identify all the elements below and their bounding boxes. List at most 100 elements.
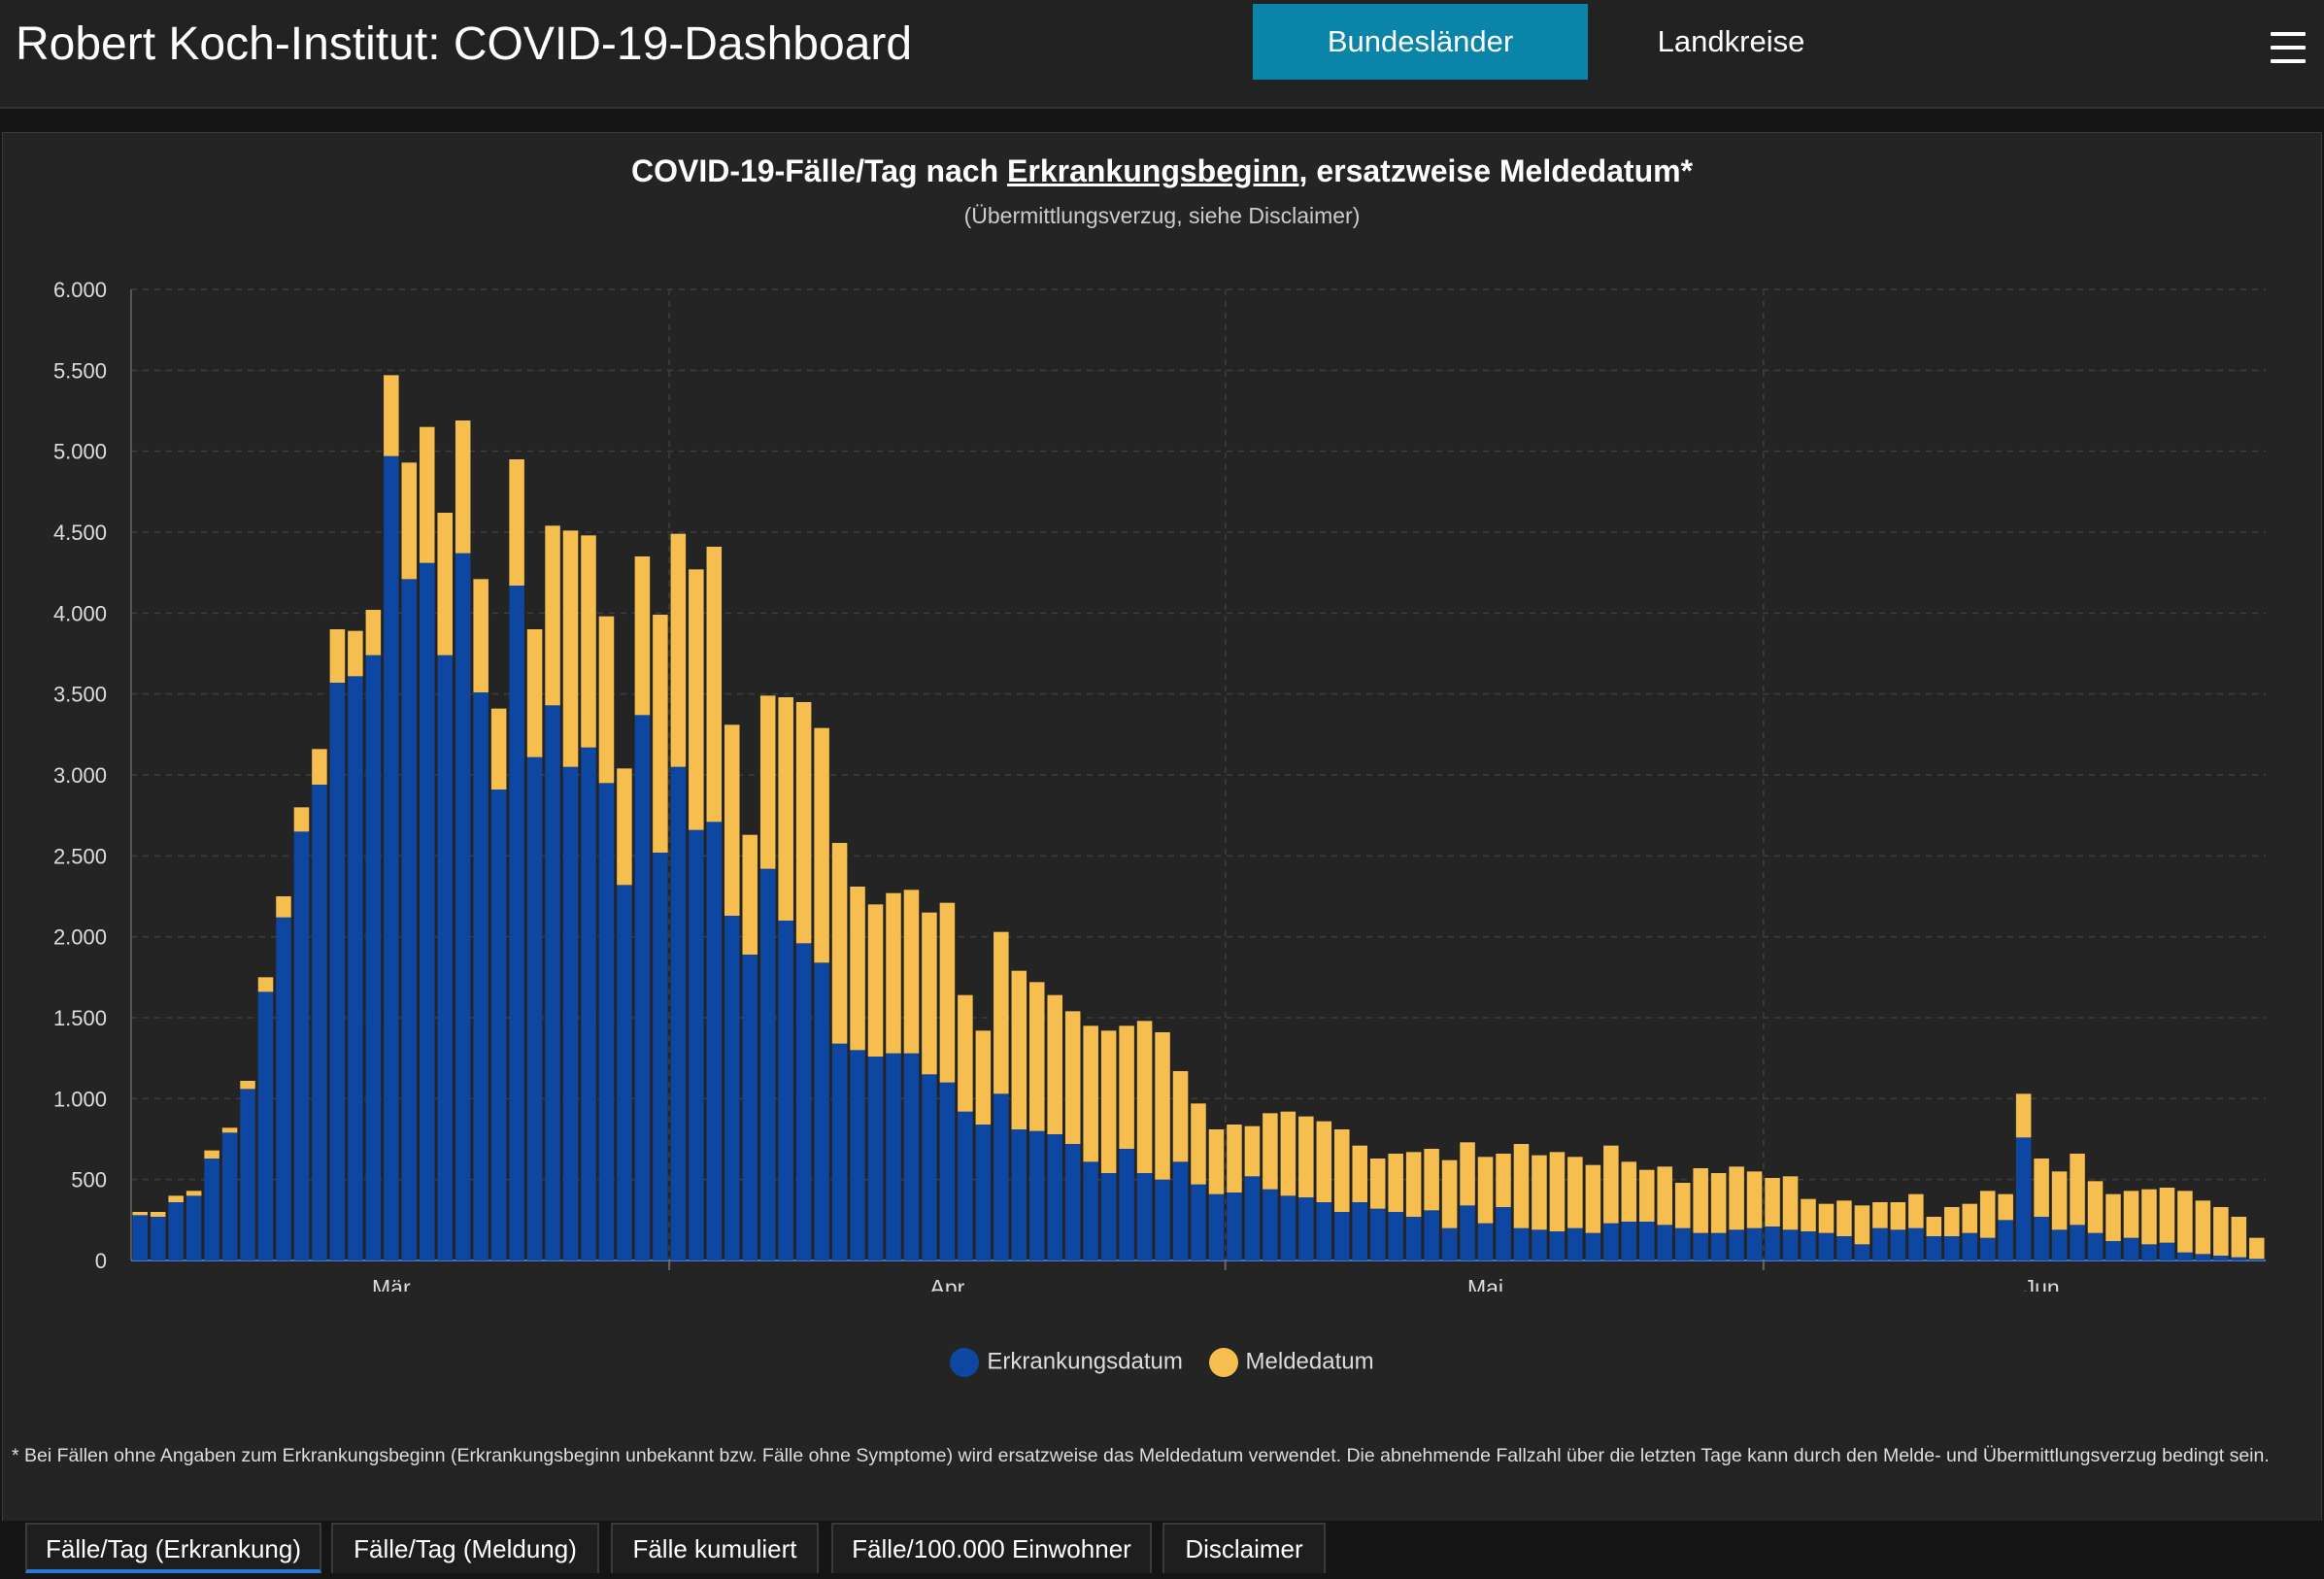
bar-meldedatum	[1460, 1142, 1475, 1206]
bar-meldedatum	[1854, 1205, 1870, 1245]
y-tick-label: 3.000	[53, 763, 107, 788]
chart-title-part-3: , ersatzweise Meldedatum*	[1298, 153, 1694, 188]
bar-meldedatum	[1155, 1032, 1170, 1180]
tab-faelle-kumuliert[interactable]: Fälle kumuliert	[611, 1523, 819, 1573]
bar-meldedatum	[1011, 970, 1027, 1129]
bar-meldedatum	[1334, 1129, 1350, 1212]
tab-disclaimer[interactable]: Disclaimer	[1162, 1523, 1326, 1573]
bar-erkrankungsdatum	[132, 1215, 148, 1260]
bar-erkrankungsdatum	[634, 715, 651, 1260]
bar-erkrankungsdatum	[329, 683, 346, 1260]
bar-erkrankungsdatum	[1477, 1223, 1494, 1260]
bar-erkrankungsdatum	[2249, 1259, 2265, 1260]
bar-meldedatum	[329, 629, 346, 683]
bar-meldedatum	[545, 525, 560, 706]
bar-erkrankungsdatum	[526, 756, 543, 1260]
bar-erkrankungsdatum	[814, 962, 829, 1260]
y-tick-label: 4.000	[53, 601, 107, 625]
bar-erkrankungsdatum	[1926, 1236, 1942, 1260]
bar-erkrankungsdatum	[1585, 1232, 1601, 1260]
chart-title-link[interactable]: Erkrankungsbeginn	[1007, 153, 1299, 188]
bar-erkrankungsdatum	[509, 586, 524, 1260]
legend-label-meldedatum: Meldedatum	[1245, 1348, 1374, 1375]
bar-erkrankungsdatum	[1567, 1227, 1583, 1260]
bar-erkrankungsdatum	[221, 1132, 238, 1260]
bar-meldedatum	[689, 569, 704, 830]
bar-meldedatum	[455, 420, 471, 554]
bar-erkrankungsdatum	[903, 1053, 920, 1260]
bar-meldedatum	[348, 630, 363, 677]
bar-erkrankungsdatum	[1890, 1229, 1906, 1260]
x-month-label: Mär	[372, 1275, 411, 1292]
bar-erkrankungsdatum	[1191, 1184, 1206, 1260]
bar-erkrankungsdatum	[1119, 1149, 1134, 1260]
bar-meldedatum	[1280, 1111, 1297, 1196]
bar-erkrankungsdatum	[1263, 1189, 1278, 1260]
bar-erkrankungsdatum	[1854, 1244, 1870, 1260]
bar-erkrankungsdatum	[1944, 1236, 1960, 1260]
legend-item-meldedatum[interactable]: Meldedatum	[1208, 1348, 1374, 1377]
bar-meldedatum	[724, 724, 740, 916]
bar-meldedatum	[778, 697, 793, 921]
bar-erkrankungsdatum	[348, 676, 363, 1260]
tab-faelle-100000-einwohner[interactable]: Fälle/100.000 Einwohner	[831, 1523, 1152, 1573]
y-tick-label: 5.500	[53, 358, 107, 383]
bar-meldedatum	[1064, 1011, 1081, 1144]
bar-meldedatum	[2231, 1217, 2247, 1258]
bar-meldedatum	[526, 629, 543, 757]
bar-meldedatum	[1872, 1202, 1888, 1228]
bar-erkrankungsdatum	[939, 1082, 956, 1260]
legend-item-erkrankungsdatum[interactable]: Erkrankungsdatum	[950, 1348, 1183, 1377]
bar-erkrankungsdatum	[401, 579, 418, 1260]
bar-erkrankungsdatum	[795, 943, 812, 1260]
bar-erkrankungsdatum	[706, 822, 723, 1260]
bar-meldedatum	[706, 547, 723, 823]
chart-legend: Erkrankungsdatum Meldedatum	[0, 1348, 2324, 1377]
bar-erkrankungsdatum	[276, 917, 291, 1260]
bar-erkrankungsdatum	[257, 991, 274, 1260]
tab-faelle-tag-erkrankung[interactable]: Fälle/Tag (Erkrankung)	[25, 1523, 321, 1573]
bar-erkrankungsdatum	[1979, 1237, 1996, 1260]
bar-meldedatum	[204, 1150, 219, 1159]
bar-meldedatum	[132, 1212, 148, 1216]
hamburger-menu-icon[interactable]	[2271, 32, 2306, 63]
x-month-label: Apr	[930, 1275, 965, 1292]
bar-meldedatum	[365, 610, 382, 655]
bar-erkrankungsdatum	[1765, 1226, 1780, 1260]
bar-meldedatum	[1513, 1144, 1530, 1228]
bar-erkrankungsdatum	[2123, 1237, 2139, 1260]
bar-erkrankungsdatum	[2070, 1225, 2085, 1260]
bar-meldedatum	[886, 892, 901, 1054]
bar-meldedatum	[958, 994, 973, 1112]
bar-erkrankungsdatum	[1549, 1231, 1566, 1260]
bar-meldedatum	[634, 556, 651, 716]
bar-erkrankungsdatum	[1172, 1161, 1189, 1260]
tab-faelle-tag-meldung[interactable]: Fälle/Tag (Meldung)	[331, 1523, 599, 1573]
bar-meldedatum	[2015, 1093, 2032, 1138]
bar-meldedatum	[1729, 1166, 1744, 1230]
bar-erkrankungsdatum	[204, 1159, 219, 1260]
nav-bundeslaender-button[interactable]: Bundesländer	[1253, 4, 1588, 80]
bar-erkrankungsdatum	[1100, 1173, 1117, 1260]
bar-erkrankungsdatum	[922, 1074, 937, 1260]
bar-erkrankungsdatum	[1244, 1176, 1261, 1260]
bar-erkrankungsdatum	[689, 829, 704, 1260]
bar-meldedatum	[1424, 1149, 1439, 1211]
bar-meldedatum	[617, 768, 632, 886]
bar-meldedatum	[1890, 1202, 1906, 1230]
bar-erkrankungsdatum	[150, 1217, 166, 1260]
bar-erkrankungsdatum	[185, 1195, 202, 1260]
bar-erkrankungsdatum	[1782, 1229, 1799, 1260]
nav-landkreise-button[interactable]: Landkreise	[1657, 24, 1805, 58]
bar-meldedatum	[903, 890, 920, 1054]
y-tick-label: 1.500	[53, 1006, 107, 1030]
bar-meldedatum	[850, 887, 865, 1051]
bar-erkrankungsdatum	[2213, 1256, 2229, 1260]
bar-meldedatum	[795, 702, 812, 944]
bar-meldedatum	[1298, 1116, 1314, 1197]
bar-meldedatum	[1962, 1203, 1977, 1233]
chart-title: COVID-19-Fälle/Tag nach Erkrankungsbegin…	[0, 153, 2324, 189]
bar-meldedatum	[1801, 1198, 1816, 1231]
bar-meldedatum	[150, 1212, 166, 1217]
bar-erkrankungsdatum	[1639, 1222, 1655, 1260]
